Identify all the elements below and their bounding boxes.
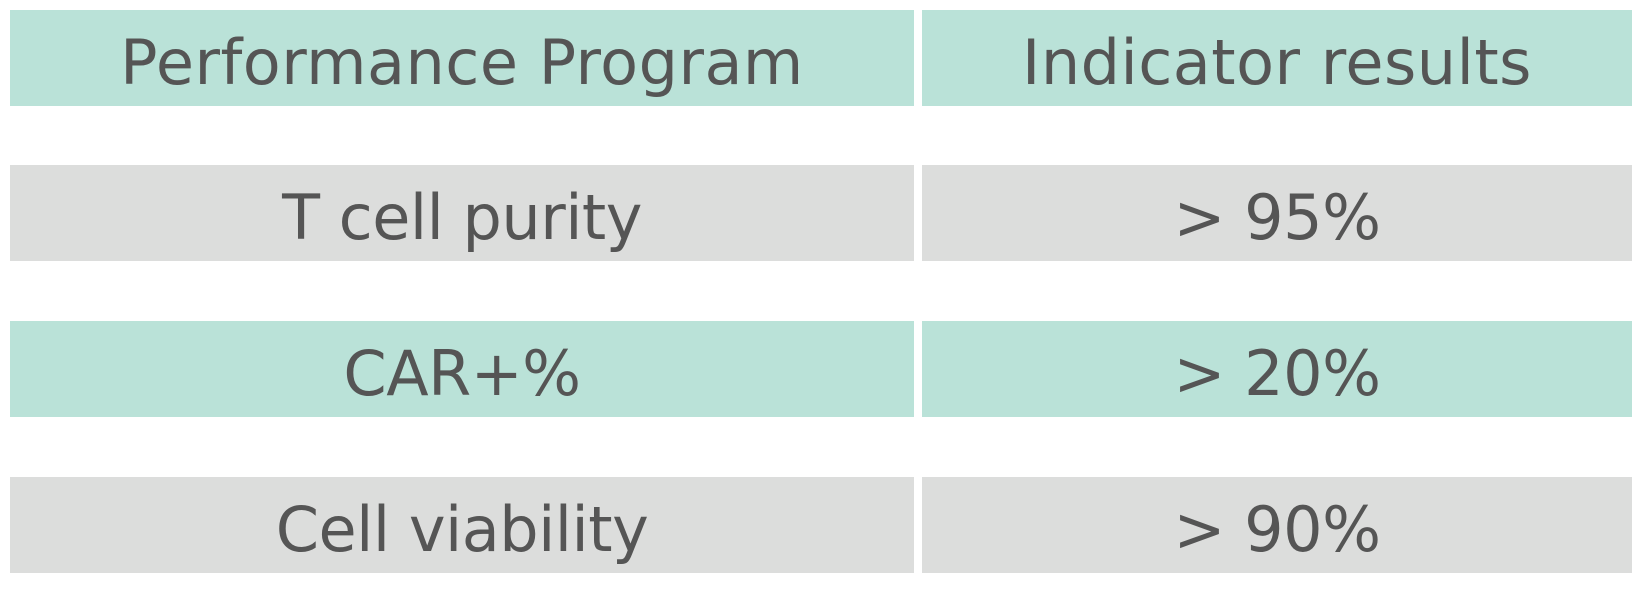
table-header-row: Performance Program Indicator results [10,10,1632,106]
header-cell-performance-program: Performance Program [10,10,914,106]
program-label: Cell viability [275,492,649,566]
result-cell: > 20% [922,321,1632,417]
table-row: CAR+% > 20% [10,321,1632,417]
program-label: T cell purity [282,180,642,254]
result-cell: > 95% [922,165,1632,261]
table-row: T cell purity > 95% [10,165,1632,261]
program-label: CAR+% [343,336,581,410]
result-value: > 95% [1173,180,1381,254]
program-cell: Cell viability [10,477,914,573]
header-label-performance-program: Performance Program [120,25,804,99]
table-row: Cell viability > 90% [10,477,1632,573]
program-cell: T cell purity [10,165,914,261]
header-label-indicator-results: Indicator results [1022,25,1532,99]
program-cell: CAR+% [10,321,914,417]
result-value: > 20% [1173,336,1381,410]
result-cell: > 90% [922,477,1632,573]
header-cell-indicator-results: Indicator results [922,10,1632,106]
result-value: > 90% [1173,492,1381,566]
